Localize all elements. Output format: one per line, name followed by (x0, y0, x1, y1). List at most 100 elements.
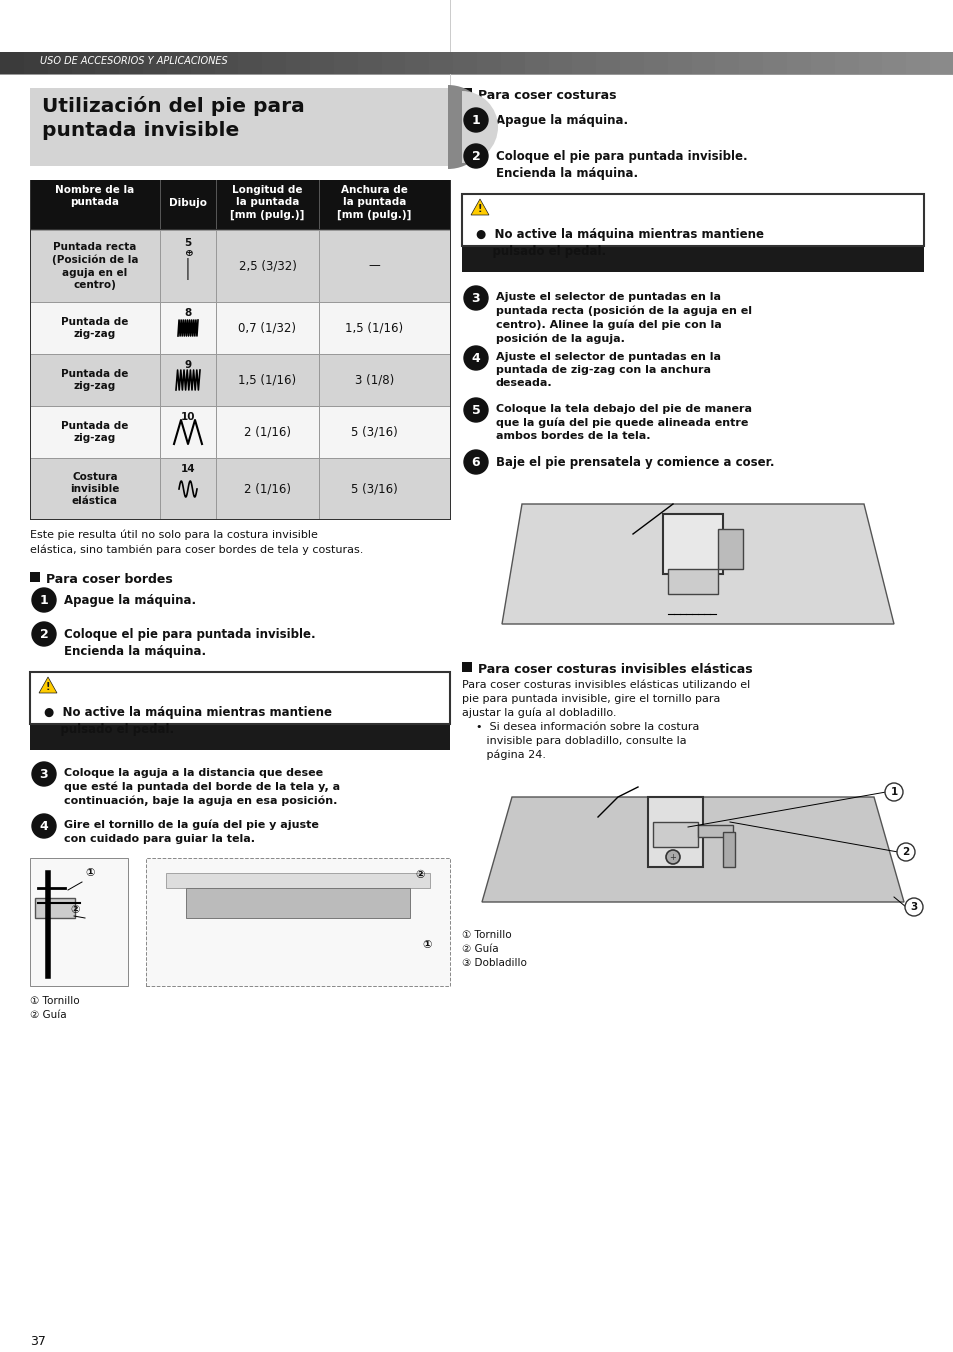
Text: 5 (3/16): 5 (3/16) (351, 483, 397, 495)
Text: 8: 8 (184, 308, 192, 318)
Wedge shape (461, 91, 497, 164)
Bar (35, 898, 75, 918)
Circle shape (463, 397, 488, 422)
Text: ① Tornillo
② Guía
③ Dobladillo: ① Tornillo ② Guía ③ Dobladillo (461, 930, 526, 968)
Text: Para coser costuras invisibles elásticas utilizando el
pie para puntada invisibl: Para coser costuras invisibles elásticas… (461, 680, 749, 718)
Bar (476, 51, 501, 74)
Bar (318, 180, 319, 230)
Bar (722, 831, 734, 867)
Text: +: + (669, 853, 676, 861)
Text: 5: 5 (471, 403, 480, 416)
Bar (238, 51, 263, 74)
Text: ① Tornillo
② Guía: ① Tornillo ② Guía (30, 996, 79, 1019)
Text: Este pie resulta útil no solo para la costura invisible
elástica, sino también p: Este pie resulta útil no solo para la co… (30, 530, 363, 554)
Text: Ajuste el selector de puntadas en la
puntada de zig-zag con la anchura
deseada.: Ajuste el selector de puntadas en la pun… (496, 352, 720, 388)
Text: Nombre de la
puntada: Nombre de la puntada (55, 185, 134, 207)
Bar (572, 51, 597, 74)
Bar (647, 796, 702, 867)
Bar (262, 51, 287, 74)
Text: 10: 10 (180, 412, 195, 422)
Bar (357, 51, 382, 74)
Text: 37: 37 (30, 1334, 46, 1348)
Bar (643, 51, 668, 74)
Bar (48, 51, 72, 74)
Bar (461, 662, 472, 672)
Circle shape (463, 145, 488, 168)
Bar (30, 301, 450, 354)
Text: Coloque la tela debajo del pie de manera
que la guía del pie quede alineada entr: Coloque la tela debajo del pie de manera… (496, 404, 751, 441)
Polygon shape (501, 504, 893, 625)
Bar (30, 230, 450, 301)
Circle shape (463, 346, 488, 370)
Bar (160, 301, 161, 354)
Bar (450, 180, 451, 521)
Bar (30, 354, 450, 406)
Bar (214, 51, 239, 74)
Bar (810, 51, 835, 74)
Bar (30, 572, 40, 581)
Circle shape (463, 450, 488, 475)
Bar (143, 51, 168, 74)
Text: Para coser costuras: Para coser costuras (477, 89, 616, 101)
Bar (596, 51, 620, 74)
Text: ②: ② (70, 904, 79, 915)
Text: ●  No active la máquina mientras mantiene
    pulsado el pedal.: ● No active la máquina mientras mantiene… (476, 228, 763, 258)
Circle shape (32, 622, 56, 646)
Bar (95, 51, 120, 74)
Bar (450, 0, 451, 88)
Text: Dibujo: Dibujo (169, 197, 207, 208)
Text: Utilización del pie para
puntada invisible: Utilización del pie para puntada invisib… (42, 96, 304, 141)
Text: Apague la máquina.: Apague la máquina. (496, 114, 627, 127)
Text: •  Si desea información sobre la costura
   invisible para dobladillo, consulte : • Si desea información sobre la costura … (476, 722, 699, 760)
Bar (160, 230, 161, 301)
Bar (524, 51, 549, 74)
Bar (160, 458, 161, 521)
Bar (286, 51, 311, 74)
Text: 2,5 (3/32): 2,5 (3/32) (238, 260, 296, 273)
Bar (215, 180, 216, 230)
Circle shape (896, 844, 914, 861)
Bar (318, 354, 319, 406)
Text: 3: 3 (909, 902, 917, 913)
Bar (739, 51, 763, 74)
Bar (698, 825, 732, 837)
Text: ①: ① (85, 868, 94, 877)
Bar (548, 51, 573, 74)
Bar (461, 246, 923, 272)
Text: Ajuste el selector de puntadas en la
puntada recta (posición de la aguja en el
c: Ajuste el selector de puntadas en la pun… (496, 292, 751, 343)
Text: Coloque el pie para puntada invisible.
Encienda la máquina.: Coloque el pie para puntada invisible. E… (64, 627, 315, 658)
Bar (405, 51, 430, 74)
Bar (146, 859, 450, 986)
Text: 1: 1 (471, 114, 480, 127)
Circle shape (32, 588, 56, 612)
Text: 1,5 (1/16): 1,5 (1/16) (345, 322, 403, 334)
Text: USO DE ACCESORIOS Y APLICACIONES: USO DE ACCESORIOS Y APLICACIONES (40, 55, 228, 66)
Bar (166, 873, 430, 888)
Bar (786, 51, 811, 74)
Bar (858, 51, 882, 74)
Bar (318, 230, 319, 301)
Text: 2: 2 (40, 627, 49, 641)
Bar (481, 484, 903, 644)
Bar (30, 406, 450, 458)
Bar (24, 51, 49, 74)
Text: 1: 1 (889, 787, 897, 796)
Text: Longitud de
la puntada
[mm (pulg.)]: Longitud de la puntada [mm (pulg.)] (230, 185, 304, 220)
Wedge shape (448, 85, 490, 169)
Bar (30, 180, 450, 230)
Text: 6: 6 (471, 456, 479, 469)
Text: Puntada de
zig-zag: Puntada de zig-zag (61, 316, 129, 339)
Bar (30, 228, 450, 230)
Bar (186, 888, 410, 918)
Bar (461, 88, 472, 97)
Polygon shape (39, 677, 57, 694)
Bar (0, 73, 953, 74)
Bar (718, 529, 742, 569)
Bar (160, 406, 161, 458)
Bar (461, 767, 923, 922)
Bar (215, 230, 216, 301)
Bar (191, 51, 215, 74)
Polygon shape (481, 796, 903, 902)
Text: 3: 3 (471, 292, 479, 304)
Text: 1: 1 (40, 594, 49, 607)
